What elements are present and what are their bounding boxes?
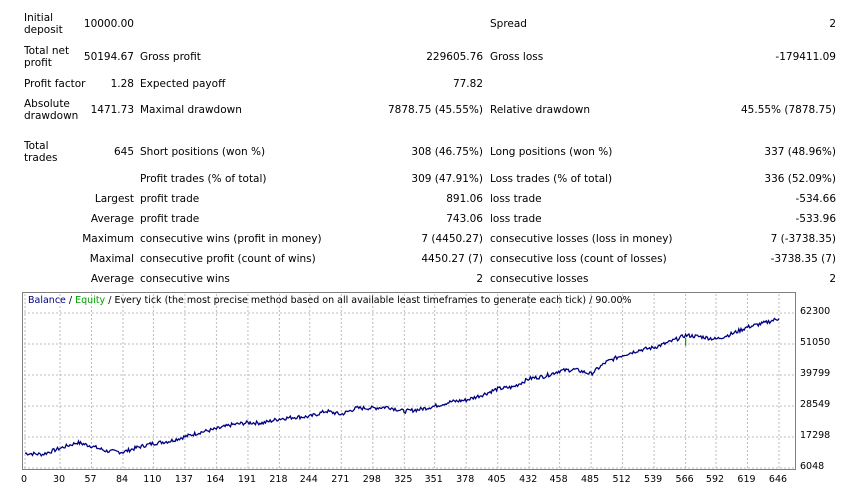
maximal-prefix: Maximal (89, 253, 134, 265)
maximal-consecutive-profit-label: consecutive profit (count of wins) (140, 253, 316, 265)
x-tick-label: 592 (705, 474, 725, 485)
legend-separator: / (65, 295, 76, 306)
total-trades-label: Total trades (24, 140, 58, 164)
profit-factor-value: 1.28 (110, 78, 134, 90)
x-tick-label: 57 (84, 474, 97, 485)
chart-canvas (24, 294, 796, 470)
x-tick-label: 325 (394, 474, 413, 485)
gross-profit-value: 229605.76 (426, 51, 483, 63)
maximal-drawdown-label: Maximal drawdown (140, 104, 242, 116)
x-tick-label: 244 (299, 474, 318, 485)
profit-factor-label: Profit factor (24, 78, 86, 90)
maximum-prefix: Maximum (82, 233, 134, 245)
spread-value: 2 (829, 18, 836, 30)
y-tick-label: 17298 (800, 430, 831, 441)
x-tick-label: 271 (331, 474, 350, 485)
short-positions-label: Short positions (won %) (140, 146, 266, 158)
short-positions-value: 308 (46.75%) (411, 146, 483, 158)
x-tick-label: 485 (581, 474, 600, 485)
initial-deposit-value: 10000.00 (83, 18, 134, 30)
average-consecutive-prefix: Average (90, 273, 134, 285)
largest-profit-trade-label: profit trade (140, 193, 200, 205)
y-tick-label: 62300 (800, 306, 831, 317)
largest-prefix: Largest (94, 193, 134, 205)
total-net-profit-value: 50194.67 (83, 51, 134, 63)
x-tick-label: 512 (612, 474, 631, 485)
average-consecutive-losses-value: 2 (829, 273, 836, 285)
x-tick-label: 405 (487, 474, 506, 485)
largest-loss-trade-label: loss trade (490, 193, 542, 205)
gross-profit-label: Gross profit (140, 51, 201, 63)
max-consecutive-wins-label: consecutive wins (profit in money) (140, 233, 322, 245)
legend-separator-2: / (105, 295, 115, 306)
largest-profit-trade-value: 891.06 (446, 193, 483, 205)
gross-loss-label: Gross loss (490, 51, 544, 63)
expected-payoff-value: 77.82 (452, 78, 483, 90)
chart-header: Balance / Equity / Every tick (the most … (28, 295, 632, 306)
x-tick-label: 137 (174, 474, 193, 485)
maximal-consecutive-loss-label: consecutive loss (count of losses) (490, 253, 667, 265)
x-tick-label: 164 (206, 474, 225, 485)
report-summary: Initial deposit 10000.00 Spread 2 Total … (24, 12, 836, 285)
balance-equity-chart (22, 292, 796, 470)
y-tick-label: 28549 (800, 398, 831, 410)
x-tick-label: 351 (424, 474, 443, 485)
average-loss-trade-label: loss trade (490, 213, 542, 225)
average-loss-trade-value: -533.96 (795, 213, 836, 225)
x-tick-label: 646 (768, 474, 788, 485)
x-tick-label: 84 (115, 474, 129, 485)
x-tick-label: 539 (644, 474, 663, 485)
average-profit-trade-value: 743.06 (446, 213, 483, 225)
x-tick-label: 218 (269, 474, 288, 485)
total-trades-value: 645 (113, 146, 134, 158)
absolute-drawdown-label: Absolute drawdown (24, 98, 79, 122)
x-tick-label: 0 (20, 474, 28, 485)
relative-drawdown-value: 45.55% (7878.75) (741, 104, 836, 116)
maximal-drawdown-value: 7878.75 (45.55%) (388, 104, 483, 116)
long-positions-label: Long positions (won %) (490, 146, 613, 158)
legend-equity: Equity (75, 295, 106, 306)
expected-payoff-label: Expected payoff (140, 78, 226, 90)
maximal-consecutive-loss-value: -3738.35 (7) (770, 253, 836, 265)
y-tick-label: 6048 (800, 461, 825, 472)
x-tick-label: 110 (143, 474, 162, 485)
chart-header-text: Every tick (the most precise method base… (114, 295, 632, 306)
maximal-consecutive-profit-value: 4450.27 (7) (421, 253, 483, 265)
average-consecutive-wins-value: 2 (476, 273, 483, 285)
average-consecutive-losses-label: consecutive losses (490, 273, 589, 285)
balance-line (24, 317, 780, 458)
x-tick-label: 566 (675, 474, 694, 485)
x-tick-label: 30 (52, 474, 66, 485)
gross-loss-value: -179411.09 (775, 51, 836, 63)
x-tick-label: 458 (549, 474, 568, 485)
profit-trades-value: 309 (47.91%) (411, 173, 483, 185)
y-tick-label: 51050 (800, 336, 831, 348)
long-positions-value: 337 (48.96%) (764, 146, 836, 158)
legend-balance: Balance (28, 295, 66, 306)
max-consecutive-wins-value: 7 (4450.27) (421, 233, 483, 245)
spread-label: Spread (490, 18, 527, 30)
profit-trades-label: Profit trades (% of total) (140, 173, 267, 185)
average-consecutive-wins-label: consecutive wins (140, 273, 230, 285)
total-net-profit-label: Total net profit (24, 45, 70, 69)
max-consecutive-losses-label: consecutive losses (loss in money) (490, 233, 673, 245)
y-tick-label: 39799 (800, 368, 831, 379)
x-tick-label: 432 (519, 474, 538, 485)
max-consecutive-losses-value: 7 (-3738.35) (770, 233, 836, 245)
loss-trades-label: Loss trades (% of total) (490, 173, 613, 185)
average-prefix: Average (90, 213, 134, 225)
x-tick-label: 619 (737, 474, 756, 485)
relative-drawdown-label: Relative drawdown (490, 104, 591, 116)
x-tick-label: 378 (456, 474, 475, 485)
average-profit-trade-label: profit trade (140, 213, 200, 225)
absolute-drawdown-value: 1471.73 (90, 104, 134, 116)
largest-loss-trade-value: -534.66 (795, 193, 836, 205)
x-tick-label: 298 (362, 474, 381, 485)
initial-deposit-label: Initial deposit (24, 12, 63, 36)
loss-trades-value: 336 (52.09%) (764, 173, 836, 185)
x-tick-label: 191 (237, 474, 256, 485)
